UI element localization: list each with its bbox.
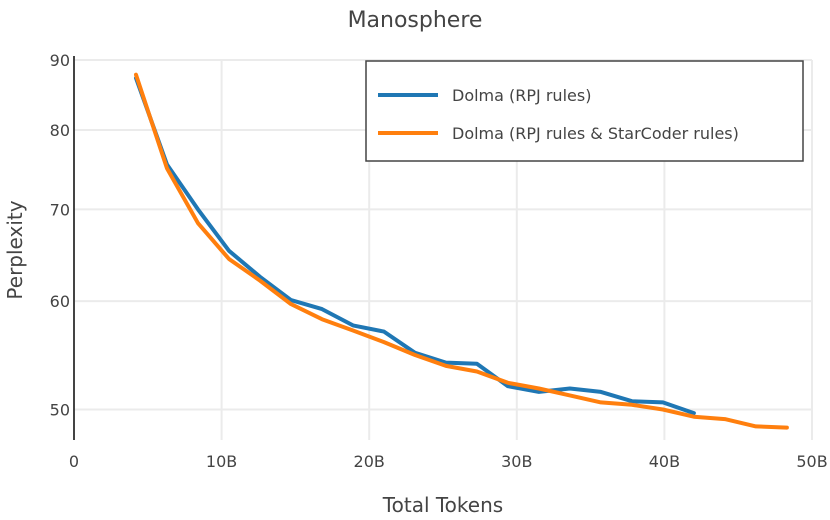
x-tick-label: 0	[69, 452, 79, 471]
chart-title: Manosphere	[348, 8, 483, 33]
y-tick-label: 50	[50, 401, 70, 420]
legend: Dolma (RPJ rules) Dolma (RPJ rules & Star…	[365, 60, 804, 162]
series-line-1	[134, 76, 696, 416]
x-tick-label: 40B	[649, 452, 680, 471]
y-tick-label: 70	[50, 200, 70, 219]
legend-label-1: Dolma (RPJ rules)	[452, 86, 591, 105]
y-tick-label: 80	[50, 121, 70, 140]
x-tick-label: 50B	[796, 452, 827, 471]
legend-box	[365, 60, 804, 162]
series-line-2	[134, 72, 789, 430]
legend-label-2: Dolma (RPJ rules & StarCoder rules)	[452, 124, 739, 143]
series-lines	[134, 72, 789, 430]
y-tick-label: 90	[50, 51, 70, 70]
x-tick-label: 30B	[501, 452, 532, 471]
x-tick-label: 20B	[354, 452, 385, 471]
y-axis-label: Perplexity	[3, 200, 27, 299]
x-axis-label: Total Tokens	[382, 493, 503, 517]
y-tick-label: 60	[50, 292, 70, 311]
tick-labels: 0 10B 20B 30B 40B 50B 50 60 70 80 90	[50, 51, 828, 471]
x-tick-label: 10B	[206, 452, 237, 471]
